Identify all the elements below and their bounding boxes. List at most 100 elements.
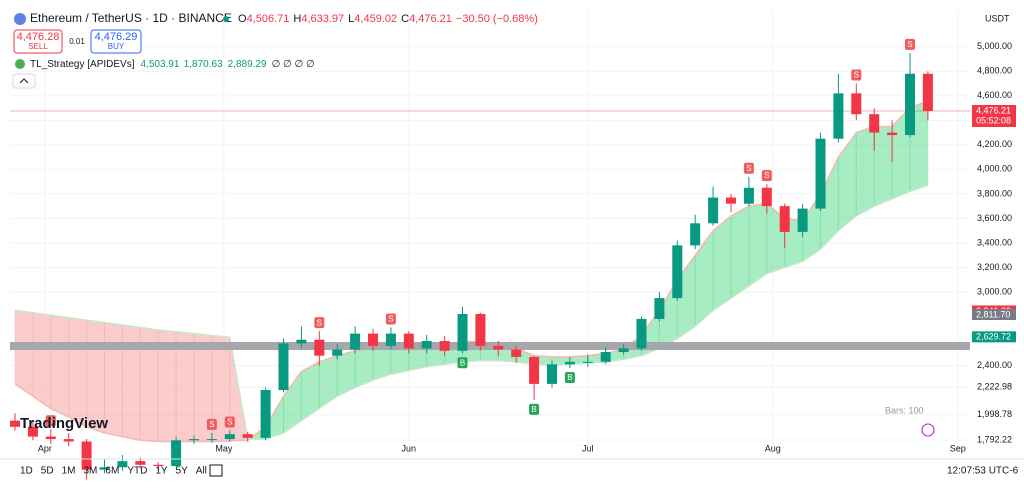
countdown: 05:52:08 [976,115,1011,125]
clock: 12:07:53 UTC-6 [947,466,1019,477]
x-tick-label: Jul [582,443,594,453]
replay-icon[interactable] [921,423,935,437]
signal-box [45,415,56,427]
candle-body [457,314,468,351]
price-tag [972,104,1016,127]
candle-body [403,333,414,349]
candle-body [475,314,486,346]
sell-label: SELL [28,42,48,51]
signal-label: S [854,71,859,80]
band-fill [712,214,732,312]
signal-box [224,416,235,428]
change: −30.50 (−0.68%) [456,13,538,25]
k: O [238,13,247,25]
candle-body [242,434,253,438]
range-button[interactable]: 5Y [176,466,189,477]
candle-body [278,343,289,391]
candle-body [189,439,199,441]
candle-body [582,361,593,363]
band-line [14,184,929,440]
candle-body [922,73,933,111]
x-tick-label: Jun [402,443,417,453]
y-tick-label: 2,400.00 [977,360,1012,370]
chevron [19,78,29,84]
signal-box [529,403,540,415]
candle-body [385,333,396,346]
range-button[interactable]: 3M [84,466,98,477]
candle-body [332,349,343,356]
range-button[interactable]: 1Y [155,466,168,477]
signal-box [457,357,468,369]
k: L [348,13,354,25]
band-line [14,100,929,443]
sell-button[interactable] [13,29,63,54]
y-tick-label: 2,222.98 [977,382,1012,392]
price-tag [972,331,1016,343]
signal-label: S [48,416,53,425]
v: 4,506.71 [247,13,290,25]
currency[interactable]: USDT [985,13,1010,23]
signal-box [314,317,325,329]
v: 4,459.02 [354,13,397,25]
band-fill [390,345,410,375]
range-button[interactable]: All [196,466,207,477]
iv: 4,503.91 [141,59,180,70]
price-tag-label: 2,811.70 [976,309,1010,319]
candle-body [600,352,611,362]
candle-body [869,114,880,133]
k: C [401,13,409,25]
band-fill [730,205,750,300]
price-tag-label: 2,629.72 [976,332,1011,342]
plot: S S S S S S S S S B B B [10,10,970,480]
band-fill [14,309,34,398]
band-fill [68,317,88,428]
candle-body [797,208,808,232]
signal-label: S [764,171,769,180]
candle-body [779,206,790,232]
candle-body [117,461,128,468]
signal-label: S [907,40,912,49]
signal-box [905,38,915,50]
candle-body [439,340,450,351]
iv: 1,870.63 [184,59,223,70]
candle-body [350,333,361,350]
candle-body [63,439,74,442]
candle-body [833,93,844,139]
range-button[interactable]: YTD [127,466,147,477]
sell-price: 4,476.28 [17,31,60,43]
y-tick-label: 3,400.00 [977,237,1012,247]
y-tick-label: 5,000.00 [977,41,1012,51]
y-tick-label: 3,000.00 [977,286,1012,296]
calendar-icon[interactable] [209,464,223,477]
indicator: TL_Strategy [APIDEVs] 4,503.91 1,870.63 2,8… [30,59,315,70]
signal-box [206,418,217,430]
signal-box [385,313,396,325]
candle-body [743,187,754,204]
candle-body [81,441,92,470]
y-tick-label: 3,800.00 [977,188,1012,198]
candle-body [10,420,20,427]
iv: ∅ ∅ ∅ ∅ [272,59,315,70]
signal-label: B [567,373,572,382]
range-button[interactable]: 5D [41,466,54,477]
collapse-button[interactable] [12,73,36,89]
candle-body [314,339,325,356]
band-fill [873,125,893,207]
signal-box [761,170,772,182]
buy-button[interactable] [90,29,142,54]
candle-body [206,439,217,441]
range-button[interactable]: 1M [62,466,76,477]
candle-body [654,298,665,319]
candle-body [905,73,915,136]
y-tick-label: 4,800.00 [977,66,1012,76]
x-tick-label: Aug [765,443,781,453]
buy-label: BUY [108,42,125,51]
candle-body [421,340,432,349]
signal-label: S [317,318,322,327]
range-button[interactable]: 6M [105,466,119,477]
x-tick-label: May [215,443,233,453]
range-button[interactable]: 1D [20,466,33,477]
candle-body [761,187,772,207]
price-tag [972,309,1016,321]
